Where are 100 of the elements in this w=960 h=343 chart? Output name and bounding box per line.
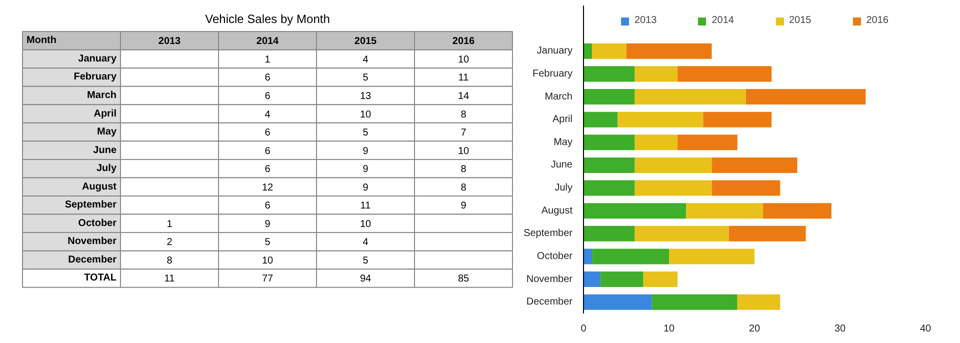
y-tick-label: April <box>552 114 573 126</box>
y-tick-label: November <box>526 274 574 285</box>
bar <box>728 226 806 242</box>
bar <box>592 248 669 264</box>
x-tick-label: 2013 <box>158 36 182 48</box>
bar <box>763 203 832 219</box>
data-label: 1 <box>166 218 173 230</box>
y-tick-label: May <box>97 126 117 138</box>
y-tick-label: April <box>94 108 117 120</box>
data-label: 13 <box>360 91 372 102</box>
bar <box>584 89 635 105</box>
data-label: 10 <box>458 146 470 157</box>
data-label: 7 <box>460 128 467 139</box>
x-tick-label: 30 <box>834 324 846 334</box>
y-tick-label: June <box>93 144 117 156</box>
data-label: 77 <box>262 274 274 285</box>
x-tick-label: 20 <box>748 324 760 334</box>
legend-label: 2016 <box>866 15 888 26</box>
chart-title: Vehicle Sales by Month <box>205 12 330 26</box>
data-label: 4 <box>362 237 369 248</box>
y-tick-label: June <box>550 160 573 171</box>
bar <box>712 157 798 173</box>
data-label: 9 <box>460 200 467 212</box>
legend-label: 2014 <box>712 15 734 26</box>
data-label: 5 <box>362 255 369 266</box>
bar <box>678 134 738 150</box>
y-tick-label: May <box>554 136 573 148</box>
bar <box>584 203 686 219</box>
bar <box>634 226 729 242</box>
bar <box>584 272 601 288</box>
bar <box>686 203 764 219</box>
data-label: 10 <box>262 255 274 266</box>
bar <box>737 294 780 310</box>
y-tick-label: TOTAL <box>84 272 117 284</box>
data-label: 2 <box>166 237 173 248</box>
bar <box>626 43 712 59</box>
data-label: 1 <box>264 54 271 66</box>
data-label: 8 <box>460 182 467 194</box>
bar <box>592 43 626 59</box>
y-tick-label: September <box>524 228 574 240</box>
bar <box>584 112 618 128</box>
data-label: 10 <box>360 218 372 230</box>
bar <box>584 66 635 82</box>
bar <box>643 272 678 288</box>
y-tick-label: October <box>536 250 574 262</box>
bar <box>634 66 678 82</box>
data-label: 5 <box>264 237 271 248</box>
y-tick-label: March <box>544 91 573 102</box>
data-label: 6 <box>264 200 271 212</box>
bar <box>584 43 592 59</box>
legend-label: 2013 <box>634 15 657 26</box>
data-label: 11 <box>360 200 372 212</box>
bar <box>634 134 678 150</box>
data-label: 12 <box>262 182 274 194</box>
y-tick-label: August <box>82 181 118 192</box>
y-tick-label: November <box>68 236 117 248</box>
y-tick-label: January <box>536 46 572 57</box>
y-tick-label: July <box>96 163 117 174</box>
bar <box>584 180 635 196</box>
data-label: 9 <box>362 164 369 176</box>
x-tick-label: 0 <box>580 324 587 334</box>
data-label: 14 <box>458 91 470 102</box>
y-tick-label: October <box>78 218 117 229</box>
bar <box>584 157 635 173</box>
x-tick-label: 2014 <box>256 36 280 48</box>
x-tick-label: 40 <box>920 324 932 334</box>
y-tick-label: December <box>526 296 574 308</box>
y-tick-label: February <box>532 68 572 80</box>
bar <box>746 89 866 105</box>
bar <box>652 294 738 310</box>
bar <box>584 226 635 242</box>
data-label: 5 <box>362 128 369 139</box>
bar <box>634 180 712 196</box>
bar <box>669 248 754 264</box>
data-label: 8 <box>460 109 467 120</box>
bar <box>712 180 780 196</box>
data-label: 6 <box>264 146 271 157</box>
bar <box>634 89 746 105</box>
y-tick-label: February <box>74 72 117 83</box>
data-label: 6 <box>264 91 271 102</box>
bar <box>584 248 592 264</box>
y-tick-label: September <box>64 200 117 211</box>
data-label: 94 <box>360 274 372 285</box>
data-label: 6 <box>264 72 271 84</box>
x-tick-label: 10 <box>663 324 675 334</box>
data-label: 10 <box>458 54 470 66</box>
data-label: 6 <box>264 164 271 176</box>
bar <box>634 157 712 173</box>
bar <box>703 112 772 128</box>
data-label: 5 <box>362 72 369 84</box>
bar <box>584 294 652 310</box>
y-tick-label: January <box>78 53 117 64</box>
data-label: 4 <box>264 109 271 120</box>
x-tick-label: 2015 <box>354 36 378 48</box>
y-tick-label: July <box>554 182 573 194</box>
x-tick-label: 2016 <box>452 36 476 48</box>
data-label: 6 <box>264 128 271 139</box>
y-axis-title: Month <box>26 35 56 46</box>
data-label: 11 <box>458 72 470 84</box>
data-label: 8 <box>460 164 467 176</box>
